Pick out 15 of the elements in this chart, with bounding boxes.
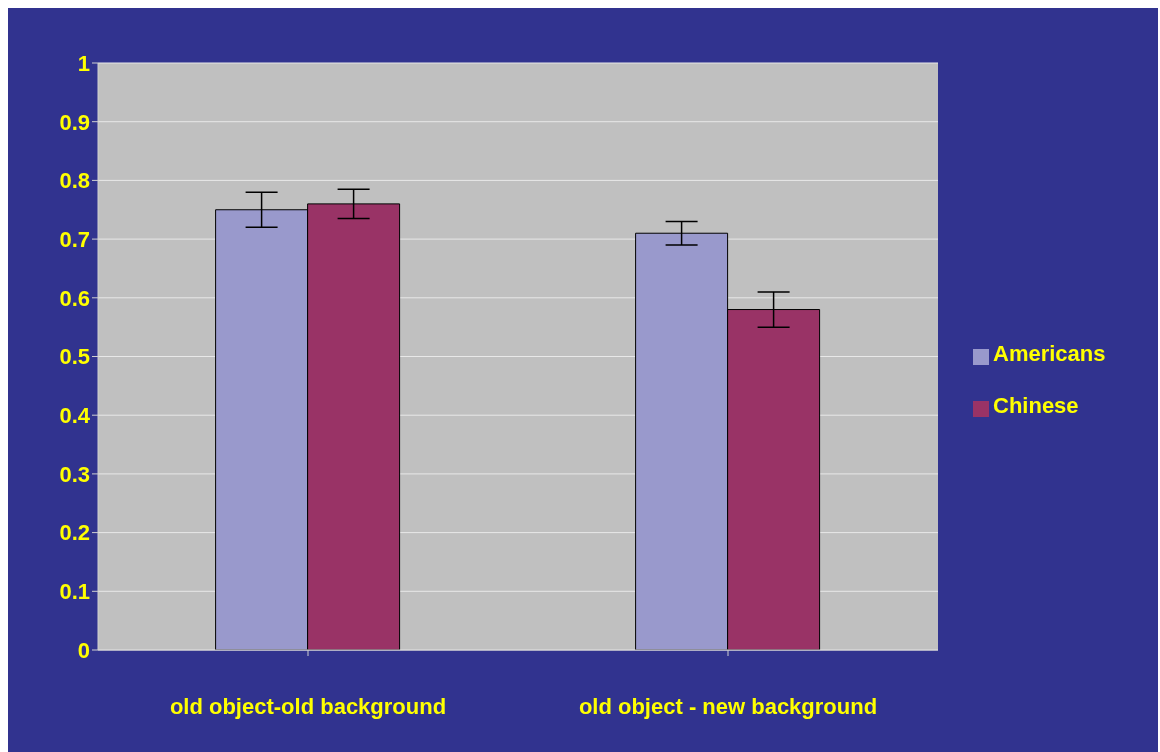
x-tick-label: old object - new background xyxy=(578,693,878,719)
y-tick-label: 0.8 xyxy=(59,168,90,194)
y-tick-label: 0.4 xyxy=(59,403,91,429)
legend-label: Chinese xyxy=(993,393,1079,418)
y-tick-label: 0.6 xyxy=(59,285,90,311)
y-tick-label: 1 xyxy=(77,50,90,76)
y-tick-label: 0.2 xyxy=(59,520,90,546)
legend-label: Americans xyxy=(993,341,1106,366)
x-tick-label: old object-old background xyxy=(169,693,447,719)
y-tick-label: 0.3 xyxy=(59,461,90,487)
y-tick-label: 0.9 xyxy=(59,109,90,135)
y-tick-label: 0.5 xyxy=(59,344,90,370)
y-tick-label: 0.1 xyxy=(59,579,90,605)
y-tick-label: 0 xyxy=(77,637,90,663)
y-tick-label: 0.7 xyxy=(59,226,90,252)
